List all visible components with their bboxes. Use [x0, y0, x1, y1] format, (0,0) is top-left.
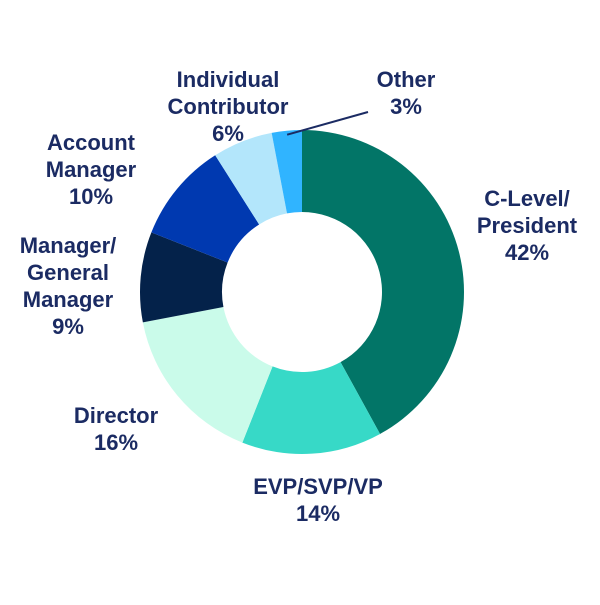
donut-slice-director	[142, 306, 273, 443]
slice-percent-manager-general-manager: 9%	[52, 314, 84, 339]
slice-label-director: Director 16%	[74, 403, 159, 455]
slice-label-line: Director	[74, 403, 159, 428]
slice-percent-director: 16%	[94, 430, 138, 455]
donut-slice-individual-contributor	[215, 132, 288, 225]
slice-label-line: Manager	[46, 157, 137, 182]
slices-group	[140, 111, 464, 454]
slice-label-line: Contributor	[168, 94, 289, 119]
slice-label-line: EVP/SVP/VP	[253, 474, 383, 499]
donut-slice-c-level-president	[302, 130, 464, 434]
slice-label-line: Individual	[177, 67, 280, 92]
slice-percent-individual-contributor: 6%	[212, 121, 244, 146]
slice-label-other: Other 3%	[377, 67, 436, 119]
slice-percent-account-manager: 10%	[69, 184, 113, 209]
leader-line-other	[286, 111, 369, 136]
donut-slice-account-manager	[151, 155, 260, 263]
labels-group: C-Level/President 42% EVP/SVP/VP 14% Directo…	[20, 67, 578, 526]
slice-label-manager-general-manager: Manager/General Manager 9%	[20, 233, 117, 339]
slice-label-account-manager: Account Manager 10%	[46, 130, 137, 209]
slice-label-line: Other	[377, 67, 436, 92]
slice-percent-evp-svp-vp: 14%	[296, 501, 340, 526]
donut-slice-other	[271, 130, 302, 214]
slice-label-individual-contributor: Individual Contributor 6%	[168, 67, 289, 146]
slice-label-line: President	[477, 213, 578, 238]
donut-slice-evp-svp-vp	[242, 362, 381, 454]
slice-label-c-level-president: C-Level/President 42%	[477, 186, 578, 265]
slice-percent-c-level-president: 42%	[505, 240, 549, 265]
slice-label-evp-svp-vp: EVP/SVP/VP 14%	[253, 474, 383, 526]
slice-label-line: C-Level/	[484, 186, 570, 211]
slice-label-line: Manager/	[20, 233, 117, 258]
slice-label-line: Account	[47, 130, 136, 155]
slice-label-line: Manager	[23, 287, 114, 312]
slice-label-line: General	[27, 260, 109, 285]
donut-slice-manager-general-manager	[140, 232, 228, 323]
slice-percent-other: 3%	[390, 94, 422, 119]
